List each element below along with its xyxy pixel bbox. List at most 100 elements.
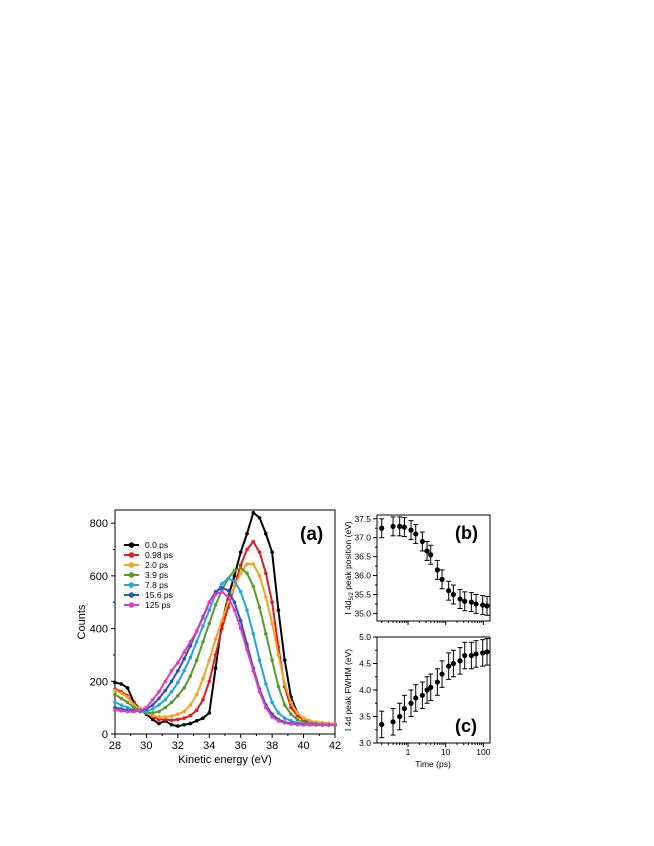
- panel-b-y-tick-label: 37.0: [354, 533, 371, 543]
- panel-a-y-tick-label: 200: [90, 676, 108, 688]
- panel-a-x-tick-label: 30: [140, 740, 152, 752]
- series-point: [207, 658, 212, 663]
- series-point: [245, 531, 249, 536]
- series-point: [182, 668, 186, 673]
- series-point: [125, 709, 130, 714]
- panel-a-x-tick-label: 28: [109, 740, 121, 752]
- data-marker: [390, 523, 396, 529]
- series-point: [257, 516, 262, 520]
- panel-a-kinetic-energy-spectra: 28 30 32 34 36 38 40 42 0 200 400 600 800 0.0 ps0.98…: [76, 509, 341, 766]
- panel-b-y-axis-label-rest: peak position (eV): [343, 521, 353, 592]
- panel-b-data-point: [379, 518, 385, 539]
- panel-c-data-point: [390, 708, 396, 736]
- panel-c-data-point: [419, 681, 425, 710]
- series-point: [289, 705, 293, 710]
- panel-b-data-point: [439, 569, 445, 590]
- data-marker: [424, 687, 430, 693]
- series-point: [201, 639, 205, 644]
- panel-b-data-point: [484, 595, 490, 616]
- series-point: [150, 707, 155, 711]
- series-point: [194, 719, 199, 723]
- series-point: [207, 679, 212, 684]
- series-point: [125, 695, 130, 699]
- panel-b-data-point: [401, 517, 407, 538]
- panel-b-data-point: [473, 594, 479, 614]
- panel-a-y-tick-label: 800: [90, 518, 108, 530]
- series-point: [113, 705, 117, 710]
- series-point: [213, 589, 218, 594]
- series-point: [220, 581, 224, 586]
- panel-c-y-tick-label: 3.0: [359, 738, 371, 748]
- panel-b-label: (b): [455, 523, 478, 543]
- series-point: [295, 717, 300, 722]
- panel-b-data-point: [457, 589, 463, 610]
- panel-b-data-point: [419, 531, 425, 552]
- series-point: [113, 700, 117, 705]
- panel-a-axes: 28 30 32 34 36 38 40 42 0 200 400 600 800: [90, 518, 341, 752]
- data-marker: [450, 591, 456, 598]
- series-point: [257, 658, 262, 663]
- series-point: [276, 653, 281, 657]
- data-marker: [484, 649, 490, 655]
- data-marker: [401, 705, 407, 712]
- series-point: [125, 705, 130, 710]
- panel-a-label: (a): [300, 524, 323, 545]
- series-point: [201, 716, 205, 720]
- series-point: [213, 637, 218, 641]
- series-point: [163, 688, 168, 693]
- series-point: [232, 600, 237, 605]
- series-point: [182, 657, 186, 661]
- series-point: [188, 713, 193, 718]
- panel-b-y-axis-label: I 4d5/2 peak position (eV): [343, 521, 355, 615]
- series-point: [207, 711, 212, 715]
- series-point: [232, 568, 237, 573]
- series-point: [213, 666, 218, 670]
- series-point: [150, 697, 155, 702]
- series-point: [276, 608, 281, 612]
- series-point: [113, 680, 117, 685]
- legend-label: 125 ps: [145, 600, 171, 610]
- series-point: [232, 608, 237, 612]
- data-marker: [379, 525, 385, 531]
- series-point: [132, 705, 136, 710]
- panel-c-data-point: [473, 640, 479, 668]
- data-marker: [480, 650, 486, 656]
- series-point: [264, 682, 268, 686]
- legend-marker: [128, 542, 135, 548]
- panel-c-x-tick-label: 1: [406, 747, 411, 757]
- series-point: [232, 584, 237, 589]
- series-point: [257, 605, 262, 610]
- series-point: [282, 703, 287, 707]
- panel-b-data-point: [446, 580, 452, 601]
- data-marker: [468, 652, 474, 659]
- series-point: [182, 722, 186, 727]
- series-point: [188, 639, 193, 644]
- series-point: [295, 722, 300, 727]
- legend-marker: [128, 582, 135, 588]
- series-point: [125, 700, 130, 705]
- data-marker: [484, 603, 490, 609]
- data-marker: [446, 588, 452, 594]
- legend-label: 15.6 ps: [145, 590, 173, 600]
- legend-label: 7.8 ps: [145, 580, 168, 590]
- series-point: [270, 550, 274, 554]
- panel-c-peak-fwhm: 1 10 100 3.0 3.5 4.0 4.5 5.0 (c) I 4d peak FWHM…: [343, 632, 491, 769]
- series-point: [257, 550, 262, 554]
- series-point: [150, 713, 155, 718]
- series-point: [238, 589, 243, 594]
- legend-label: 2.0 ps: [145, 560, 168, 570]
- data-marker: [413, 531, 419, 537]
- panel-c-data-point: [468, 641, 474, 670]
- series-point: [238, 550, 243, 554]
- series-point: [169, 679, 174, 684]
- series-point: [157, 703, 161, 707]
- series-point: [157, 690, 161, 694]
- series-point: [194, 658, 199, 663]
- series-point: [238, 563, 243, 568]
- series-point: [257, 690, 262, 694]
- series-point: [157, 715, 161, 719]
- panel-b-data-point: [468, 592, 474, 613]
- series-point: [176, 661, 180, 665]
- panel-a-series: [113, 510, 337, 728]
- series-point: [113, 692, 117, 697]
